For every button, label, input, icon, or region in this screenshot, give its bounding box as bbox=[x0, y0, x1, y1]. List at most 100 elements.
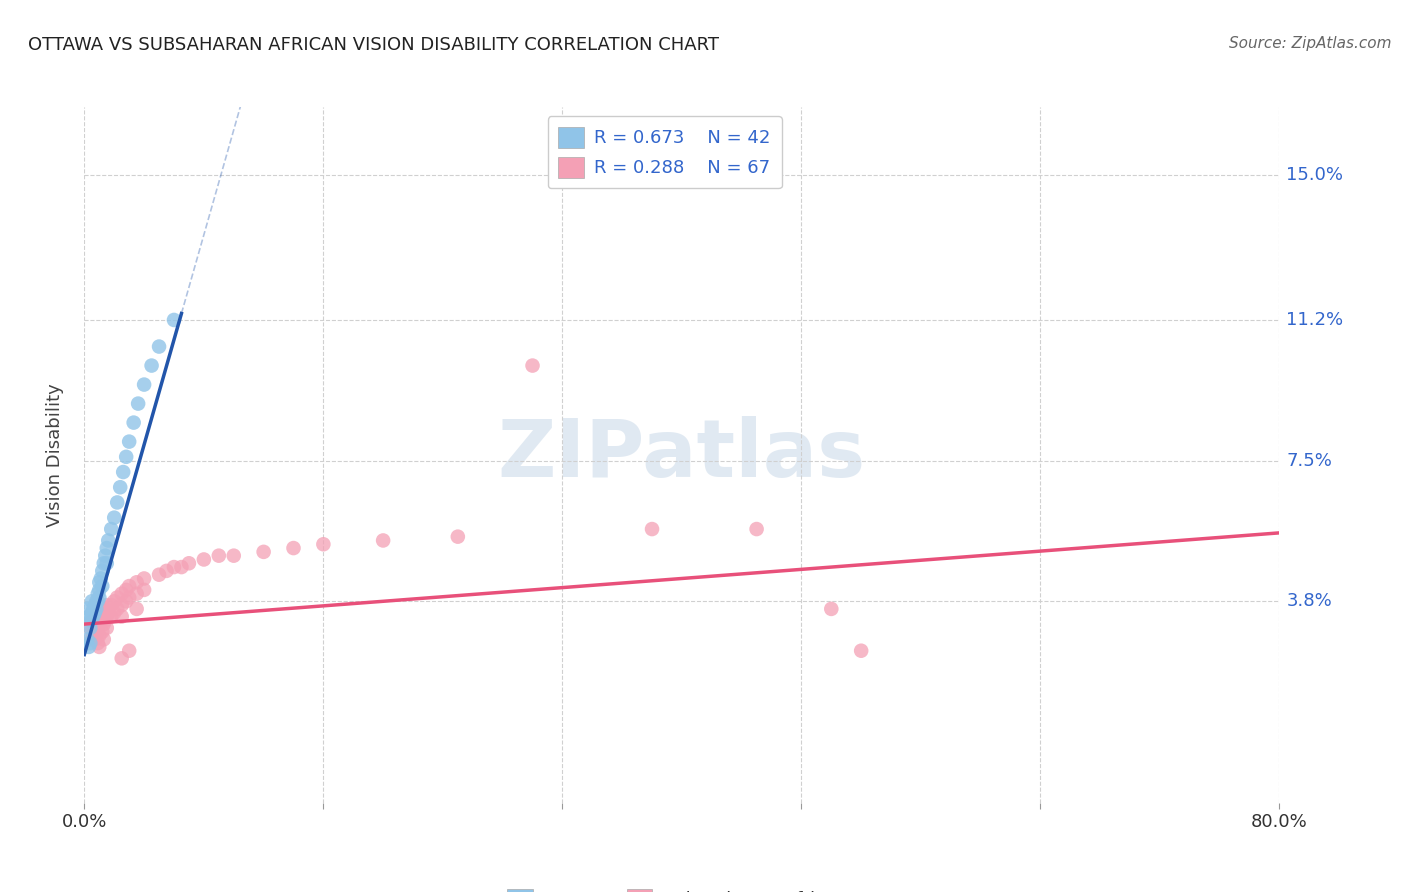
Point bbox=[96, 556, 118, 570]
Point bbox=[87, 613, 110, 627]
Point bbox=[132, 582, 156, 597]
Point bbox=[312, 537, 335, 551]
Point bbox=[89, 606, 111, 620]
Point bbox=[87, 636, 110, 650]
Point bbox=[82, 613, 104, 627]
Point bbox=[83, 621, 105, 635]
Text: Source: ZipAtlas.com: Source: ZipAtlas.com bbox=[1229, 36, 1392, 51]
Legend: Ottawa, Sub-Saharan Africans: Ottawa, Sub-Saharan Africans bbox=[501, 881, 863, 892]
Point bbox=[148, 567, 170, 582]
Point bbox=[283, 541, 305, 555]
Point bbox=[155, 564, 177, 578]
Point bbox=[94, 602, 117, 616]
Point bbox=[148, 340, 170, 354]
Point bbox=[641, 522, 664, 536]
Point bbox=[163, 313, 186, 327]
Point bbox=[86, 594, 108, 608]
Point bbox=[193, 552, 215, 566]
Point bbox=[87, 624, 110, 639]
Point bbox=[105, 591, 128, 605]
Point bbox=[115, 450, 138, 464]
Point bbox=[125, 602, 148, 616]
Point bbox=[86, 609, 108, 624]
Point bbox=[105, 495, 128, 509]
Text: 15.0%: 15.0% bbox=[1286, 167, 1344, 185]
Point bbox=[93, 632, 115, 647]
Point bbox=[97, 606, 120, 620]
Point bbox=[89, 575, 111, 590]
Point bbox=[76, 632, 98, 647]
Point bbox=[208, 549, 231, 563]
Point bbox=[80, 624, 103, 639]
Point bbox=[80, 632, 103, 647]
Point bbox=[115, 594, 138, 608]
Point bbox=[83, 598, 105, 612]
Point bbox=[111, 598, 134, 612]
Point bbox=[79, 613, 101, 627]
Point bbox=[96, 621, 118, 635]
Point bbox=[86, 621, 108, 635]
Point bbox=[77, 640, 100, 654]
Point bbox=[80, 613, 103, 627]
Point bbox=[93, 617, 115, 632]
Point bbox=[447, 530, 470, 544]
Point bbox=[110, 480, 132, 494]
Point bbox=[141, 359, 163, 373]
Point bbox=[371, 533, 394, 548]
Point bbox=[118, 434, 141, 449]
Point bbox=[849, 644, 872, 658]
Point bbox=[93, 556, 115, 570]
Text: 7.5%: 7.5% bbox=[1286, 451, 1333, 469]
Point bbox=[96, 609, 118, 624]
Point bbox=[89, 591, 111, 605]
Point bbox=[745, 522, 768, 536]
Point bbox=[90, 609, 112, 624]
Point bbox=[80, 606, 103, 620]
Point bbox=[83, 632, 105, 647]
Point bbox=[222, 549, 245, 563]
Point bbox=[93, 606, 115, 620]
Point bbox=[91, 613, 114, 627]
Point bbox=[112, 465, 135, 479]
Point bbox=[77, 617, 100, 632]
Point bbox=[86, 602, 108, 616]
Point bbox=[91, 602, 114, 616]
Point bbox=[83, 606, 105, 620]
Point bbox=[132, 572, 156, 586]
Point bbox=[82, 624, 104, 639]
Point bbox=[97, 533, 120, 548]
Point bbox=[253, 545, 276, 559]
Point bbox=[103, 606, 125, 620]
Text: 3.8%: 3.8% bbox=[1286, 592, 1333, 610]
Point bbox=[82, 602, 104, 616]
Point bbox=[82, 609, 104, 624]
Point bbox=[100, 609, 122, 624]
Point bbox=[96, 541, 118, 555]
Point bbox=[125, 575, 148, 590]
Point bbox=[80, 594, 103, 608]
Point bbox=[94, 549, 117, 563]
Point bbox=[77, 609, 100, 624]
Point bbox=[177, 556, 200, 570]
Point bbox=[127, 396, 149, 410]
Point bbox=[105, 602, 128, 616]
Point bbox=[89, 628, 111, 642]
Text: ZIPatlas: ZIPatlas bbox=[498, 416, 866, 494]
Point bbox=[111, 587, 134, 601]
Point bbox=[170, 560, 193, 574]
Text: 11.2%: 11.2% bbox=[1286, 311, 1344, 329]
Point bbox=[103, 510, 125, 524]
Point bbox=[76, 602, 98, 616]
Point bbox=[118, 579, 141, 593]
Point bbox=[89, 582, 111, 597]
Point bbox=[111, 609, 134, 624]
Point bbox=[94, 613, 117, 627]
Point bbox=[125, 587, 148, 601]
Point bbox=[111, 651, 134, 665]
Point bbox=[163, 560, 186, 574]
Point bbox=[89, 640, 111, 654]
Point bbox=[91, 624, 114, 639]
Point bbox=[522, 359, 544, 373]
Point bbox=[820, 602, 842, 616]
Point bbox=[132, 377, 156, 392]
